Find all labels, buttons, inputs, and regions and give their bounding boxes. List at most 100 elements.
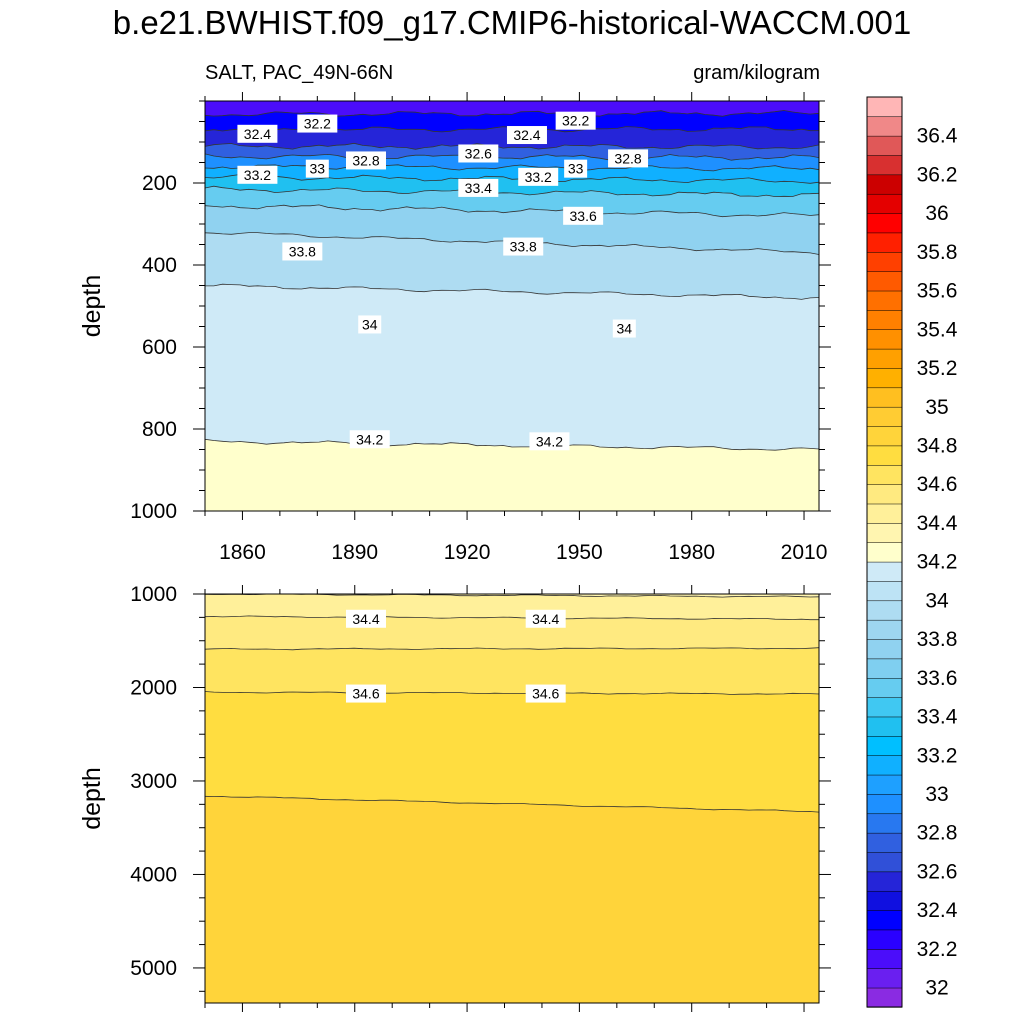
colorbar-box <box>866 890 903 911</box>
plot-frame <box>204 593 820 1004</box>
contour-line <box>205 204 819 218</box>
colorbar-frame <box>866 96 903 1008</box>
contour-label-text: 34.4 <box>532 611 559 627</box>
contour-label: 32.4 <box>237 124 278 143</box>
colorbar-box <box>866 968 903 989</box>
colorbar-box <box>866 851 903 873</box>
colorbar-label: 34.6 <box>917 473 958 496</box>
colorbar-label: 32.8 <box>917 822 958 845</box>
contour-label-text: 32.2 <box>304 116 331 132</box>
colorbar-box <box>866 174 903 195</box>
contour-label-box <box>525 684 566 703</box>
contour-label-text: 33.8 <box>289 243 316 259</box>
contour-band <box>205 691 819 813</box>
contour-label: 33.2 <box>237 165 278 184</box>
colorbar-box <box>866 483 903 505</box>
contour-label-text: 33.8 <box>510 239 537 255</box>
y-tick-label: 1000 <box>130 500 177 523</box>
colorbar-label: 33.4 <box>917 706 958 729</box>
y-tick-label: 1000 <box>130 583 177 606</box>
colorbar-label: 32.2 <box>917 938 958 961</box>
x-tick-label: 1950 <box>556 541 603 564</box>
colorbar-label: 36 <box>925 202 948 225</box>
contour-label-text: 33 <box>310 161 326 177</box>
colorbar-box <box>866 135 903 156</box>
colorbar-box <box>866 948 903 969</box>
contour-line <box>205 185 819 198</box>
units-label: gram/kilogram <box>693 62 820 84</box>
colorbar-box <box>866 871 903 892</box>
colorbar-box <box>866 735 903 756</box>
contour-line <box>205 142 819 150</box>
contour-fills <box>205 594 819 1003</box>
contour-label-box <box>608 149 649 168</box>
colorbar-box <box>866 309 903 330</box>
contour-line <box>205 153 819 161</box>
contour-line <box>205 174 819 184</box>
y-tick-label: 400 <box>142 254 177 277</box>
colorbar-label: 36.2 <box>917 163 958 186</box>
colorbar-label: 34 <box>925 589 949 612</box>
colorbar-box <box>866 696 903 718</box>
contour-label: 32.2 <box>555 111 596 130</box>
colorbar-box <box>866 290 903 311</box>
contour-label: 33.8 <box>282 242 323 261</box>
colorbar-box <box>866 561 903 582</box>
colorbar-box <box>866 464 903 485</box>
colorbar-label: 36.4 <box>917 125 958 148</box>
contour-line <box>205 283 819 300</box>
colorbar-box <box>866 154 903 176</box>
contour-label-text: 34.4 <box>352 611 379 627</box>
x-tick-label: 1860 <box>219 541 266 564</box>
figure-title: b.e21.BWHIST.f09_g17.CMIP6-historical-WA… <box>112 4 912 41</box>
contour-label: 32.6 <box>458 144 499 163</box>
contour-label: 33 <box>305 159 329 178</box>
contour-label-box <box>612 319 636 338</box>
contour-fills <box>205 101 819 511</box>
colorbar-box <box>866 116 903 137</box>
y-tick-label: 5000 <box>130 957 177 980</box>
contour-label: 34.2 <box>349 430 390 449</box>
colorbar-box <box>866 600 903 621</box>
colorbar-box <box>866 619 903 640</box>
colorbar-box <box>866 425 903 447</box>
contour-label: 32.8 <box>608 149 649 168</box>
y-axis-label: depth <box>78 275 106 338</box>
contour-label-box <box>237 165 278 184</box>
contour-label: 34 <box>612 319 636 338</box>
colorbar-label: 35.4 <box>917 318 958 341</box>
colorbar-box <box>866 96 903 118</box>
contour-band <box>205 438 819 511</box>
contour-label-text: 33.6 <box>570 208 597 224</box>
contour-label: 34.4 <box>345 609 386 628</box>
colorbar-box <box>866 445 903 466</box>
contour-label: 32.8 <box>345 151 386 170</box>
colorbar-label: 34.2 <box>917 551 958 574</box>
colorbar-label: 33.6 <box>917 667 958 690</box>
contour-label-box <box>345 684 386 703</box>
contour-label: 33.6 <box>563 206 604 225</box>
contour-label: 32.4 <box>506 126 547 145</box>
contour-label-box <box>529 432 570 451</box>
contour-label-box <box>458 178 499 197</box>
contour-label-box <box>345 609 386 628</box>
contour-label-text: 34 <box>362 316 378 332</box>
contour-band <box>205 594 819 620</box>
colorbar-label: 32 <box>925 977 948 1000</box>
colorbar-box <box>866 813 903 834</box>
contour-label-box <box>506 126 547 145</box>
colorbar-label: 34.4 <box>917 512 958 535</box>
contour-label-text: 32.4 <box>244 126 271 142</box>
y-axis-label: depth <box>78 767 106 830</box>
colorbar-box <box>866 716 903 737</box>
contour-label-box <box>345 151 386 170</box>
contour-label-box <box>503 237 544 256</box>
colorbar-box <box>866 193 903 214</box>
colorbar-box <box>866 909 903 931</box>
contour-label-box <box>282 242 323 261</box>
colorbar-label: 35 <box>925 396 948 419</box>
contour-label: 33 <box>564 159 588 178</box>
contour-band <box>205 615 819 651</box>
contour-label-text: 32.2 <box>562 113 589 129</box>
lower-panel: 34.4 34.4 34.6 34.6 1000 2000 3000 4000 5000 dept… <box>78 583 831 1012</box>
